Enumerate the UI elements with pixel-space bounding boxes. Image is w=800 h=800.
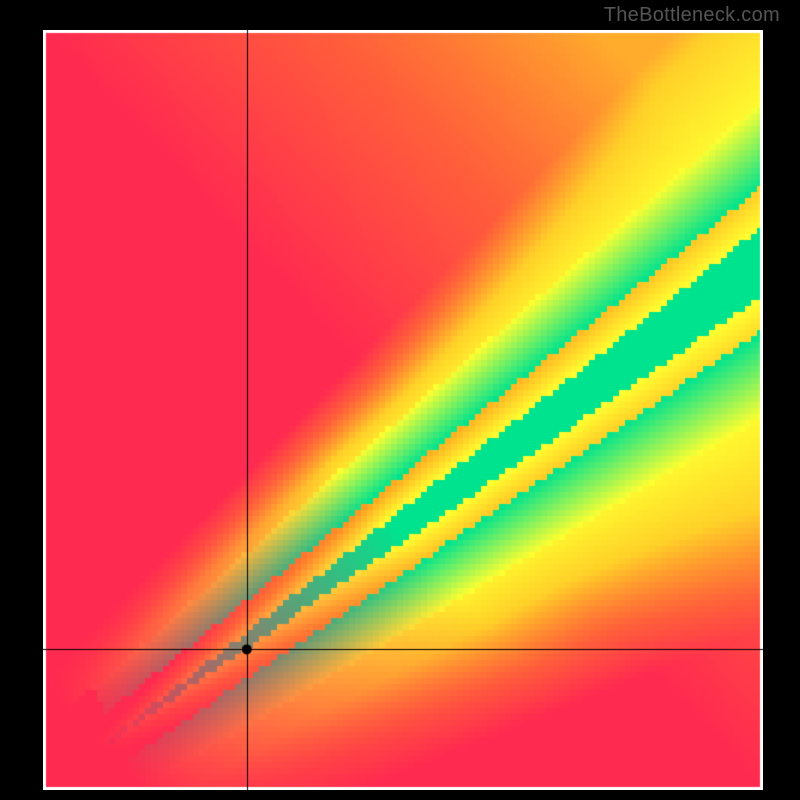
heatmap-chart [43, 30, 763, 790]
watermark-text: TheBottleneck.com [604, 4, 780, 27]
